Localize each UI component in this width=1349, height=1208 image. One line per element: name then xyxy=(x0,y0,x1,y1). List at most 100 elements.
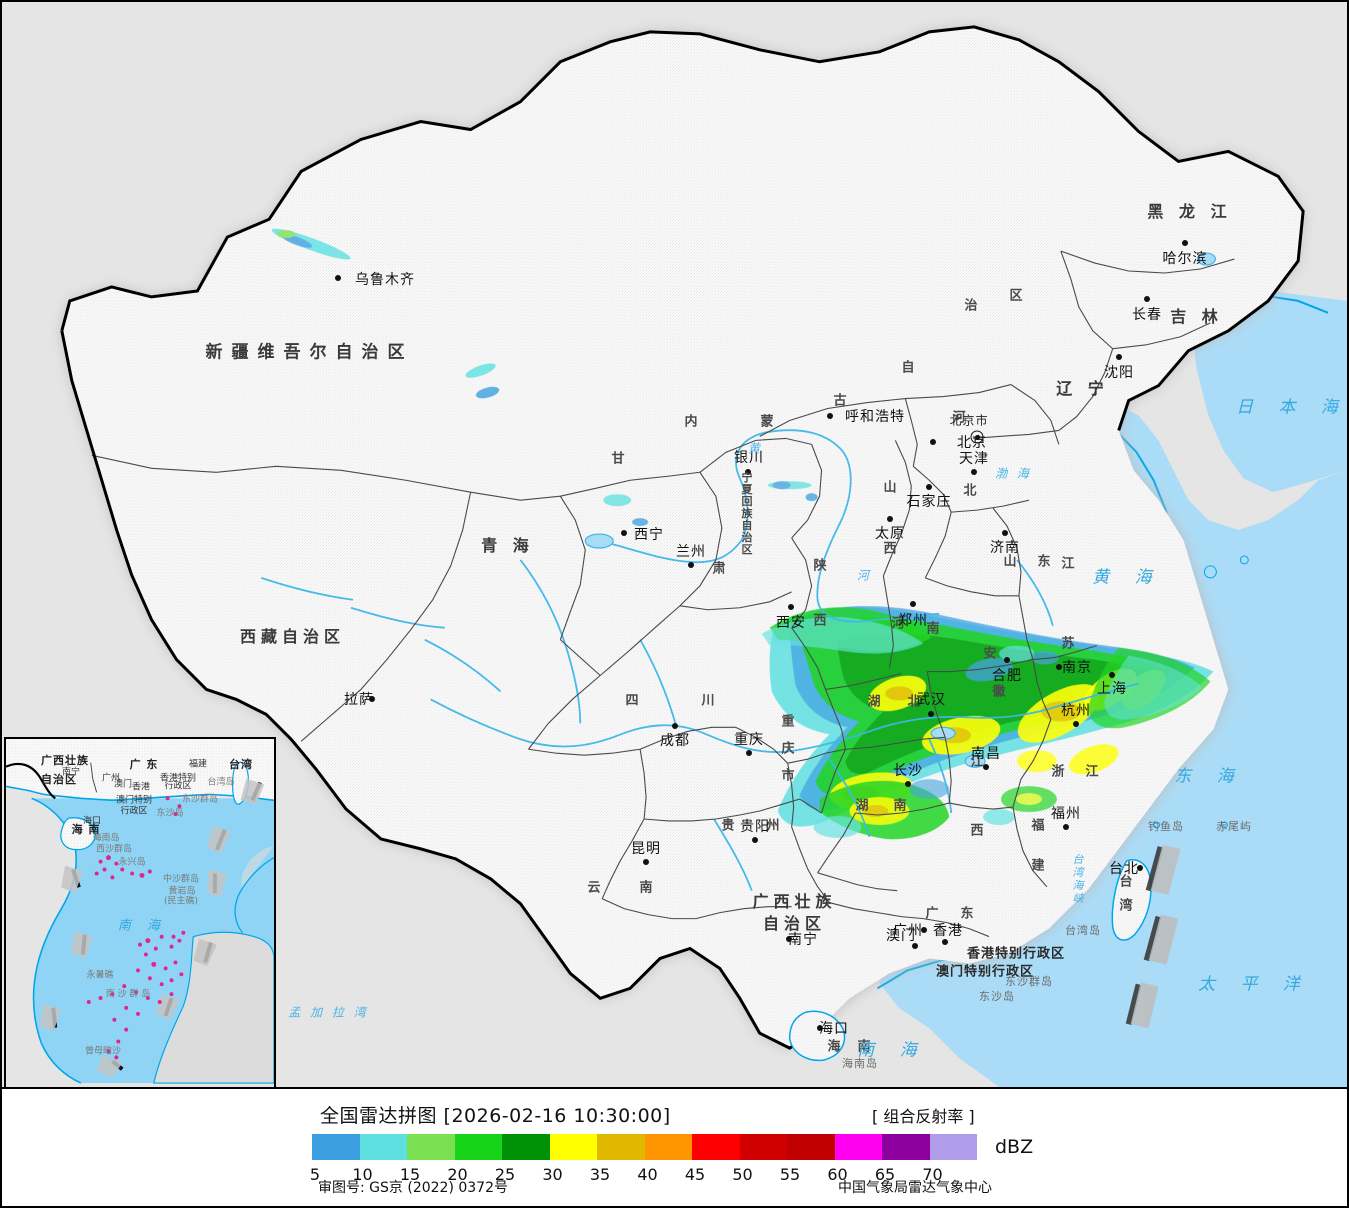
inset-place-label: 香港 xyxy=(131,782,151,793)
city-marker xyxy=(745,469,751,475)
color-bar-segment-5 xyxy=(312,1134,360,1160)
city-marker xyxy=(928,711,934,717)
color-bar-tick-40: 40 xyxy=(637,1165,658,1184)
city-marker xyxy=(971,469,977,475)
color-bar-tick-25: 25 xyxy=(494,1165,516,1184)
inset-place-label: 自治区 xyxy=(41,773,77,786)
inset-place-label: 海南岛 xyxy=(92,833,120,844)
capital-marker-beijing xyxy=(970,430,984,444)
inset-place-label: 黄岩岛 xyxy=(168,886,196,897)
footer-agency: 中国气象局雷达气象中心 xyxy=(838,1180,992,1196)
inset-place-label: 香港特别 xyxy=(159,773,197,784)
city-marker xyxy=(912,943,918,949)
radar-echo-layer xyxy=(271,228,1214,840)
inset-place-label: 广西壮族 xyxy=(41,754,89,767)
inset-place-label: 台湾 xyxy=(229,758,253,771)
inset-place-label: 海 南 xyxy=(71,823,101,836)
city-marker xyxy=(1144,296,1150,302)
footer-review-number: 审图号: GS京 (2022) 0372号 xyxy=(318,1180,508,1196)
city-marker xyxy=(942,939,948,945)
color-bar-ticks: 5 10 15 20 25 30 35 40 45 50 55 60 65 70 xyxy=(309,1165,1012,1185)
legend-title: 全国雷达拼图 [2026-02-16 10:30:00] xyxy=(320,1105,671,1127)
inset-place-label: 南宁 xyxy=(61,767,81,778)
color-bar-segment-50 xyxy=(739,1134,787,1160)
city-marker xyxy=(887,516,893,522)
city-marker xyxy=(746,750,752,756)
inset-place-label: 澳门特别 xyxy=(115,795,153,806)
color-bar-segment-70 xyxy=(929,1134,977,1160)
city-marker xyxy=(369,696,375,702)
inset-graphic xyxy=(6,739,274,1087)
color-bar-tick-30: 30 xyxy=(542,1165,563,1184)
city-marker xyxy=(905,781,911,787)
color-bar-segment-15 xyxy=(407,1134,455,1160)
unit-label: dBZ xyxy=(995,1136,1034,1158)
color-bar xyxy=(312,1134,977,1160)
inset-place-label: 永暑礁 xyxy=(86,970,114,981)
city-marker xyxy=(643,859,649,865)
color-bar-segment-65 xyxy=(882,1134,930,1160)
color-bar-tick-15: 15 xyxy=(399,1165,421,1184)
china-map-graphic xyxy=(2,2,1347,1087)
city-marker xyxy=(921,927,927,933)
inset-place-label: 中沙群岛 xyxy=(162,874,200,885)
legend-mode: [ 组合反射率 ] xyxy=(872,1107,975,1126)
river-layer xyxy=(260,429,1139,892)
color-bar-segment-60 xyxy=(834,1134,882,1160)
color-bar-tick-5: 5 xyxy=(309,1165,321,1184)
city-marker xyxy=(688,562,694,568)
city-marker xyxy=(926,484,932,490)
city-marker xyxy=(1073,721,1079,727)
color-bar-tick-50: 50 xyxy=(732,1165,753,1184)
city-marker xyxy=(817,1025,823,1031)
inset-place-label: 永兴岛 xyxy=(118,857,146,868)
city-marker xyxy=(1182,240,1188,246)
inset-place-label: 行政区 xyxy=(120,806,148,817)
province-boundaries xyxy=(91,250,1235,938)
city-marker xyxy=(621,530,627,536)
color-bar-tick-20: 20 xyxy=(447,1165,468,1184)
inset-place-label: 东沙群岛 xyxy=(181,794,219,805)
city-marker xyxy=(827,413,833,419)
color-bar-segment-30 xyxy=(549,1134,597,1160)
inset-place-label: 澳门 xyxy=(113,779,133,790)
color-bar-tick-55: 55 xyxy=(779,1165,801,1184)
color-bar-tick-10: 10 xyxy=(352,1165,373,1184)
city-marker xyxy=(1137,865,1143,871)
city-marker xyxy=(672,723,678,729)
color-bar-segment-25 xyxy=(502,1134,550,1160)
city-marker xyxy=(752,837,758,843)
inset-place-label: 南 海 xyxy=(117,918,167,934)
south-china-sea-inset[interactable]: 广西壮族 自治区 南宁 广 东广州 澳门 香港 福建 台湾 香港特别 行政区 澳门特别 行政区 台湾岛东… xyxy=(4,737,276,1087)
national-border-north xyxy=(60,25,1305,431)
city-marker xyxy=(1063,824,1069,830)
map-panel[interactable]: 新疆维吾尔自治区 西藏自治区青 海甘肃内蒙古自治区黑 龙 江吉 林辽 宁河北山西山… xyxy=(0,0,1349,1089)
inset-place-label: 曾母暗沙 xyxy=(84,1046,122,1057)
inset-place-label: 广 东 xyxy=(129,758,159,771)
china-landmass xyxy=(61,26,1304,1049)
legend-panel: 全国雷达拼图 [2026-02-16 10:30:00] [ 组合反射率 ] d… xyxy=(0,1089,1349,1208)
inset-place-label: 广州 xyxy=(101,773,121,784)
inset-place-label: (民主礁) xyxy=(163,896,199,907)
national-border-west xyxy=(60,330,821,1050)
inset-place-label: 行政区 xyxy=(164,781,192,792)
color-bar-segment-20 xyxy=(454,1134,502,1160)
color-bar-tick-70: 70 xyxy=(922,1165,943,1184)
city-marker xyxy=(786,936,792,942)
city-marker xyxy=(1002,530,1008,536)
color-bar-segment-10 xyxy=(359,1134,407,1160)
inset-place-label: 东沙岛 xyxy=(156,808,184,819)
city-marker xyxy=(930,439,936,445)
inset-place-label: 台湾岛 xyxy=(207,777,235,788)
city-marker xyxy=(1056,664,1062,670)
city-marker xyxy=(788,604,794,610)
city-marker xyxy=(1109,672,1115,678)
islands-layer xyxy=(788,844,1181,1062)
color-bar-tick-45: 45 xyxy=(684,1165,706,1184)
city-marker xyxy=(335,275,341,281)
color-bar-tick-35: 35 xyxy=(589,1165,611,1184)
city-marker xyxy=(983,764,989,770)
color-bar-segment-35 xyxy=(597,1134,645,1160)
inset-place-label: 海口 xyxy=(82,816,102,827)
